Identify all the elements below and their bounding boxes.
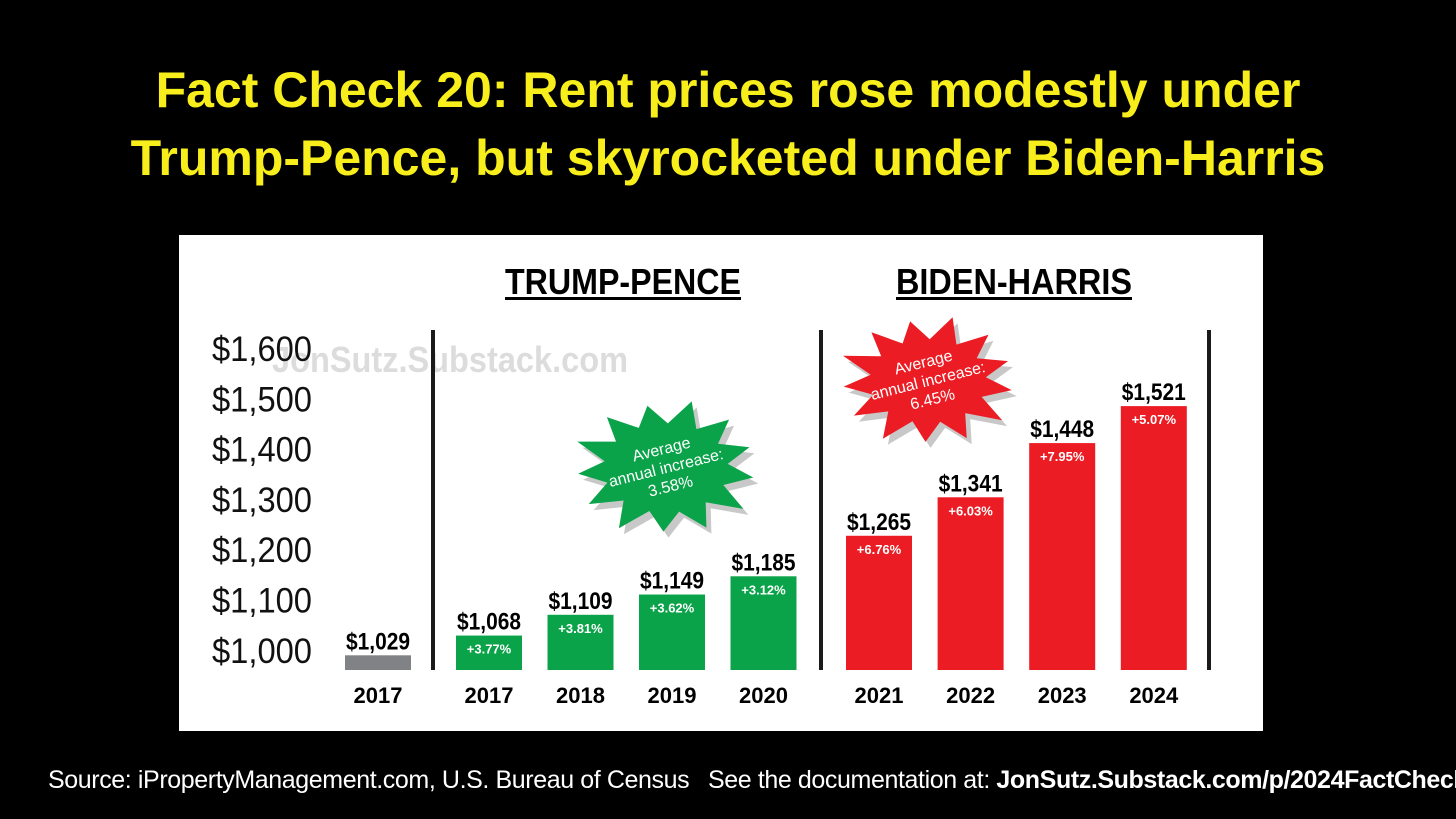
- documentation-note: See the documentation at: JonSutz.Substa…: [708, 764, 1456, 796]
- bars: $1,029 2017 $1,068 +3.77% 2017 $1,109 +3.81% 20…: [345, 379, 1187, 708]
- y-axis-ticks: $1,600 $1,500 $1,400 $1,300 $1,200 $1,100 $1,0…: [212, 330, 312, 671]
- y-tick-label: $1,500: [212, 380, 312, 419]
- documentation-link[interactable]: JonSutz.Substack.com/p/2024FactCheck20: [996, 766, 1456, 794]
- x-tick-label: 2017: [465, 683, 514, 708]
- source-note: Source: iPropertyManagement.com, U.S. Bu…: [48, 766, 690, 794]
- bar-value-label: $1,109: [549, 588, 613, 615]
- group-header: BIDEN-HARRIS: [896, 261, 1132, 302]
- y-tick-label: $1,600: [212, 330, 312, 369]
- bar-change-label: +6.03%: [948, 503, 993, 518]
- bar-value-label: $1,265: [847, 509, 911, 536]
- bar-value-label: $1,068: [457, 609, 521, 636]
- bar-change-label: +3.77%: [467, 642, 512, 657]
- bar: [730, 576, 797, 670]
- bar-value-label: $1,448: [1030, 416, 1094, 443]
- y-tick-label: $1,100: [212, 582, 312, 621]
- y-tick-label: $1,400: [212, 431, 312, 470]
- x-tick-label: 2020: [739, 683, 788, 708]
- bar: [937, 497, 1004, 670]
- bar-value-label: $1,185: [732, 549, 796, 576]
- bar-change-label: +3.81%: [558, 621, 603, 636]
- chart-panel: JonSutz.Substack.com $1,600 $1,500 $1,400 $…: [179, 235, 1263, 731]
- y-tick-label: $1,200: [212, 531, 312, 570]
- x-tick-label: 2022: [946, 683, 995, 708]
- rent-bar-chart: JonSutz.Substack.com $1,600$1,500$1,400$…: [212, 261, 1211, 708]
- watermark: JonSutz.Substack.com: [272, 339, 628, 380]
- page-title-line-1: Fact Check 20: Rent prices rose modestly…: [155, 62, 1301, 118]
- bar-value-label: $1,521: [1122, 379, 1186, 406]
- y-tick-label: $1,000: [212, 632, 312, 671]
- group-header-underline: [896, 297, 1132, 300]
- documentation-prefix: See the documentation at:: [708, 766, 997, 794]
- x-tick-label: 2021: [855, 683, 904, 708]
- x-tick-label: 2019: [648, 683, 697, 708]
- bar: [639, 594, 705, 670]
- page-title-line-2: Trump-Pence, but skyrocketed under Biden…: [130, 130, 1326, 186]
- burst-shape: [577, 401, 754, 532]
- bar-change-label: +6.76%: [857, 542, 902, 557]
- bar: [456, 635, 522, 670]
- bar-value-label: $1,029: [346, 628, 410, 655]
- bar-change-label: +3.12%: [741, 582, 786, 597]
- bar-value-label: $1,149: [640, 568, 704, 595]
- bar: [547, 614, 614, 670]
- group-header-underline: [505, 297, 741, 300]
- bar: [1029, 443, 1096, 670]
- bar: [846, 535, 912, 670]
- group-headers: TRUMP-PENCE BIDEN-HARRIS: [505, 261, 1132, 302]
- bar: [1120, 406, 1187, 670]
- x-tick-label: 2017: [354, 683, 403, 708]
- bar-change-label: +7.95%: [1040, 449, 1085, 464]
- y-tick-label: $1,300: [212, 481, 312, 520]
- bar-change-label: +3.62%: [650, 601, 695, 616]
- x-tick-label: 2018: [556, 683, 605, 708]
- bar-change-label: +5.07%: [1132, 412, 1177, 427]
- bar-value-label: $1,341: [939, 470, 1003, 497]
- burst-shape: [843, 317, 1012, 442]
- bar: [345, 655, 411, 670]
- x-tick-label: 2023: [1038, 683, 1087, 708]
- group-header: TRUMP-PENCE: [505, 261, 741, 302]
- x-tick-label: 2024: [1129, 683, 1179, 708]
